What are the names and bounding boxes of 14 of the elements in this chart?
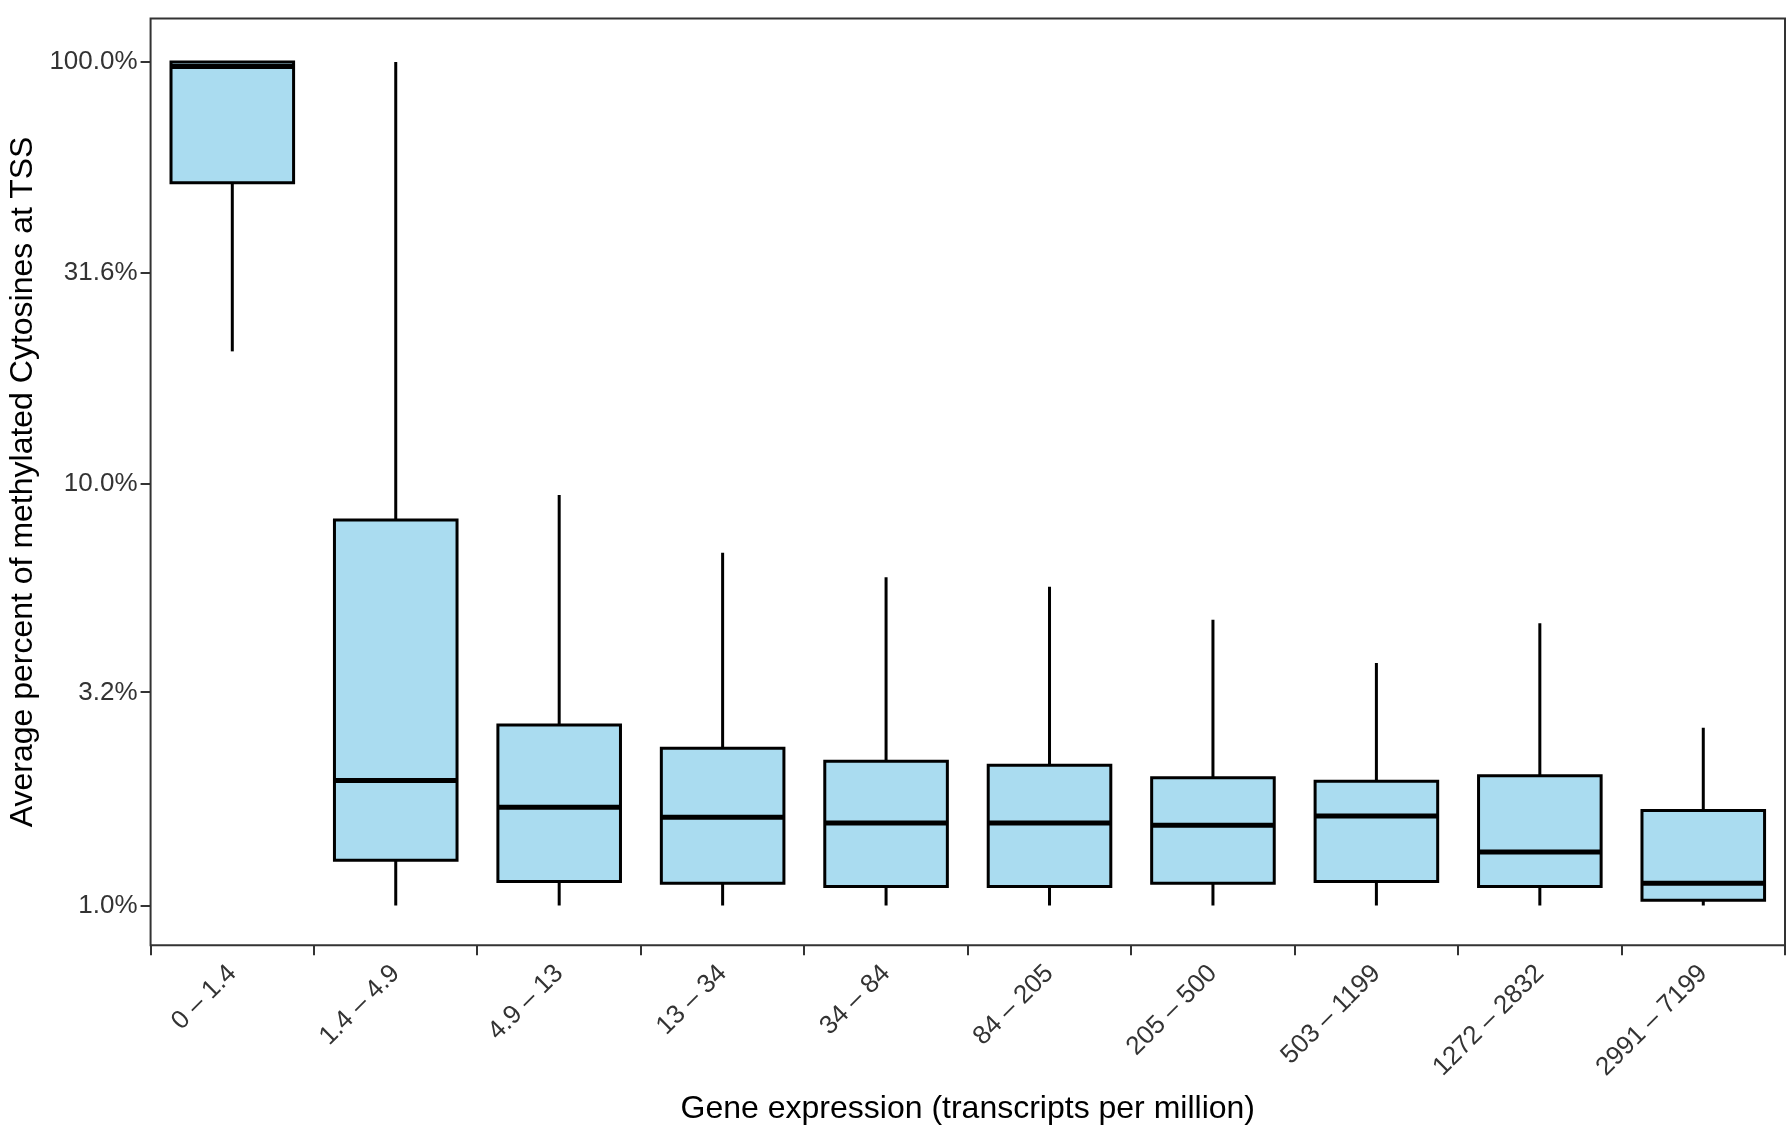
- y-tick-label: 3.2%: [78, 675, 138, 706]
- y-tick-label: 100.0%: [49, 45, 138, 76]
- y-tick-label: 1.0%: [78, 888, 138, 919]
- x-tick-label: 13 – 34: [649, 957, 732, 1040]
- y-tick-label: 10.0%: [63, 466, 138, 497]
- x-tick-label: 4.9 – 13: [480, 957, 569, 1046]
- x-tick-label: 0 – 1.4: [164, 957, 242, 1035]
- y-tick-label: 31.6%: [63, 256, 138, 287]
- x-axis-title: Gene expression (transcripts per million): [680, 1088, 1256, 1125]
- x-tick-label: 205 – 500: [1119, 957, 1223, 1061]
- y-axis-title: Average percent of methylated Cytosines at TSS: [3, 136, 40, 828]
- x-tick-label: 84 – 205: [966, 957, 1059, 1051]
- x-tick-label: 34 – 84: [812, 957, 896, 1040]
- x-tick-label: 1.4 – 4.9: [312, 957, 406, 1051]
